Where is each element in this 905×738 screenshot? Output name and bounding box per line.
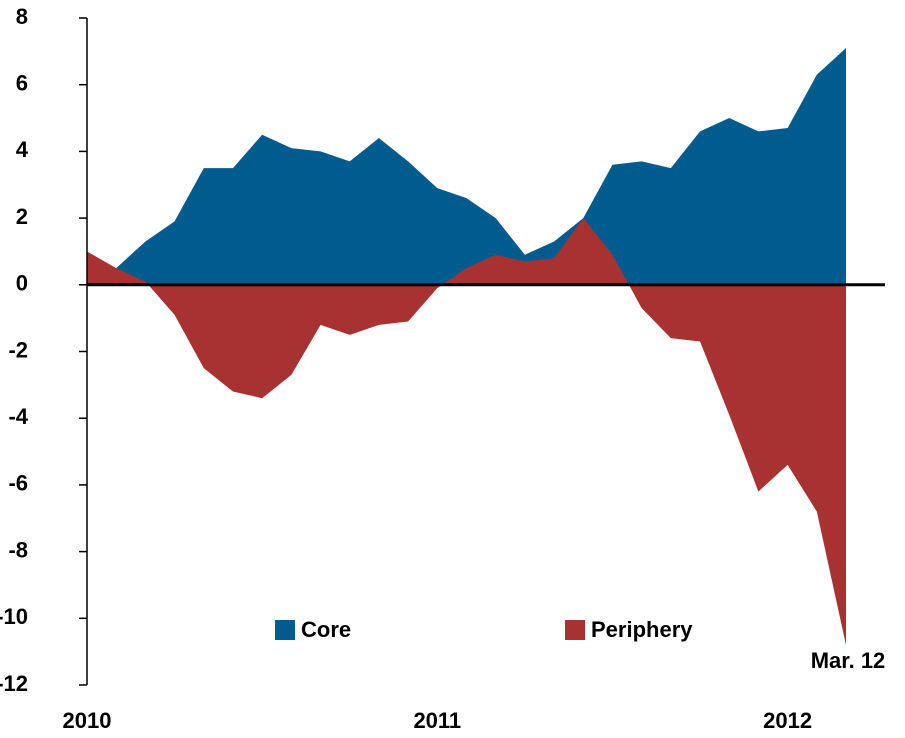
area: [87, 218, 846, 645]
legend-swatch: [565, 620, 585, 640]
x-tick-label: 2010: [63, 708, 112, 733]
y-tick-label: 6: [16, 71, 28, 96]
y-tick-label: 0: [16, 271, 28, 296]
x-tick-label: 2011: [413, 708, 461, 733]
y-tick-label: -8: [8, 537, 28, 562]
area: [87, 48, 846, 285]
legend-label: Core: [301, 617, 351, 642]
y-tick-label: -2: [8, 337, 28, 362]
annotation: Mar. 12: [811, 648, 886, 673]
y-tick-label: -4: [8, 404, 28, 429]
y-tick-label: 4: [16, 137, 29, 162]
legend-label: Periphery: [591, 617, 693, 642]
legend-swatch: [275, 620, 295, 640]
x-tick-label: 2012: [763, 708, 812, 733]
y-tick-label: 8: [16, 4, 28, 29]
y-tick-label: -6: [8, 471, 28, 496]
y-tick-label: -10: [0, 604, 28, 629]
y-tick-label: 2: [16, 204, 28, 229]
y-tick-label: -12: [0, 671, 28, 696]
